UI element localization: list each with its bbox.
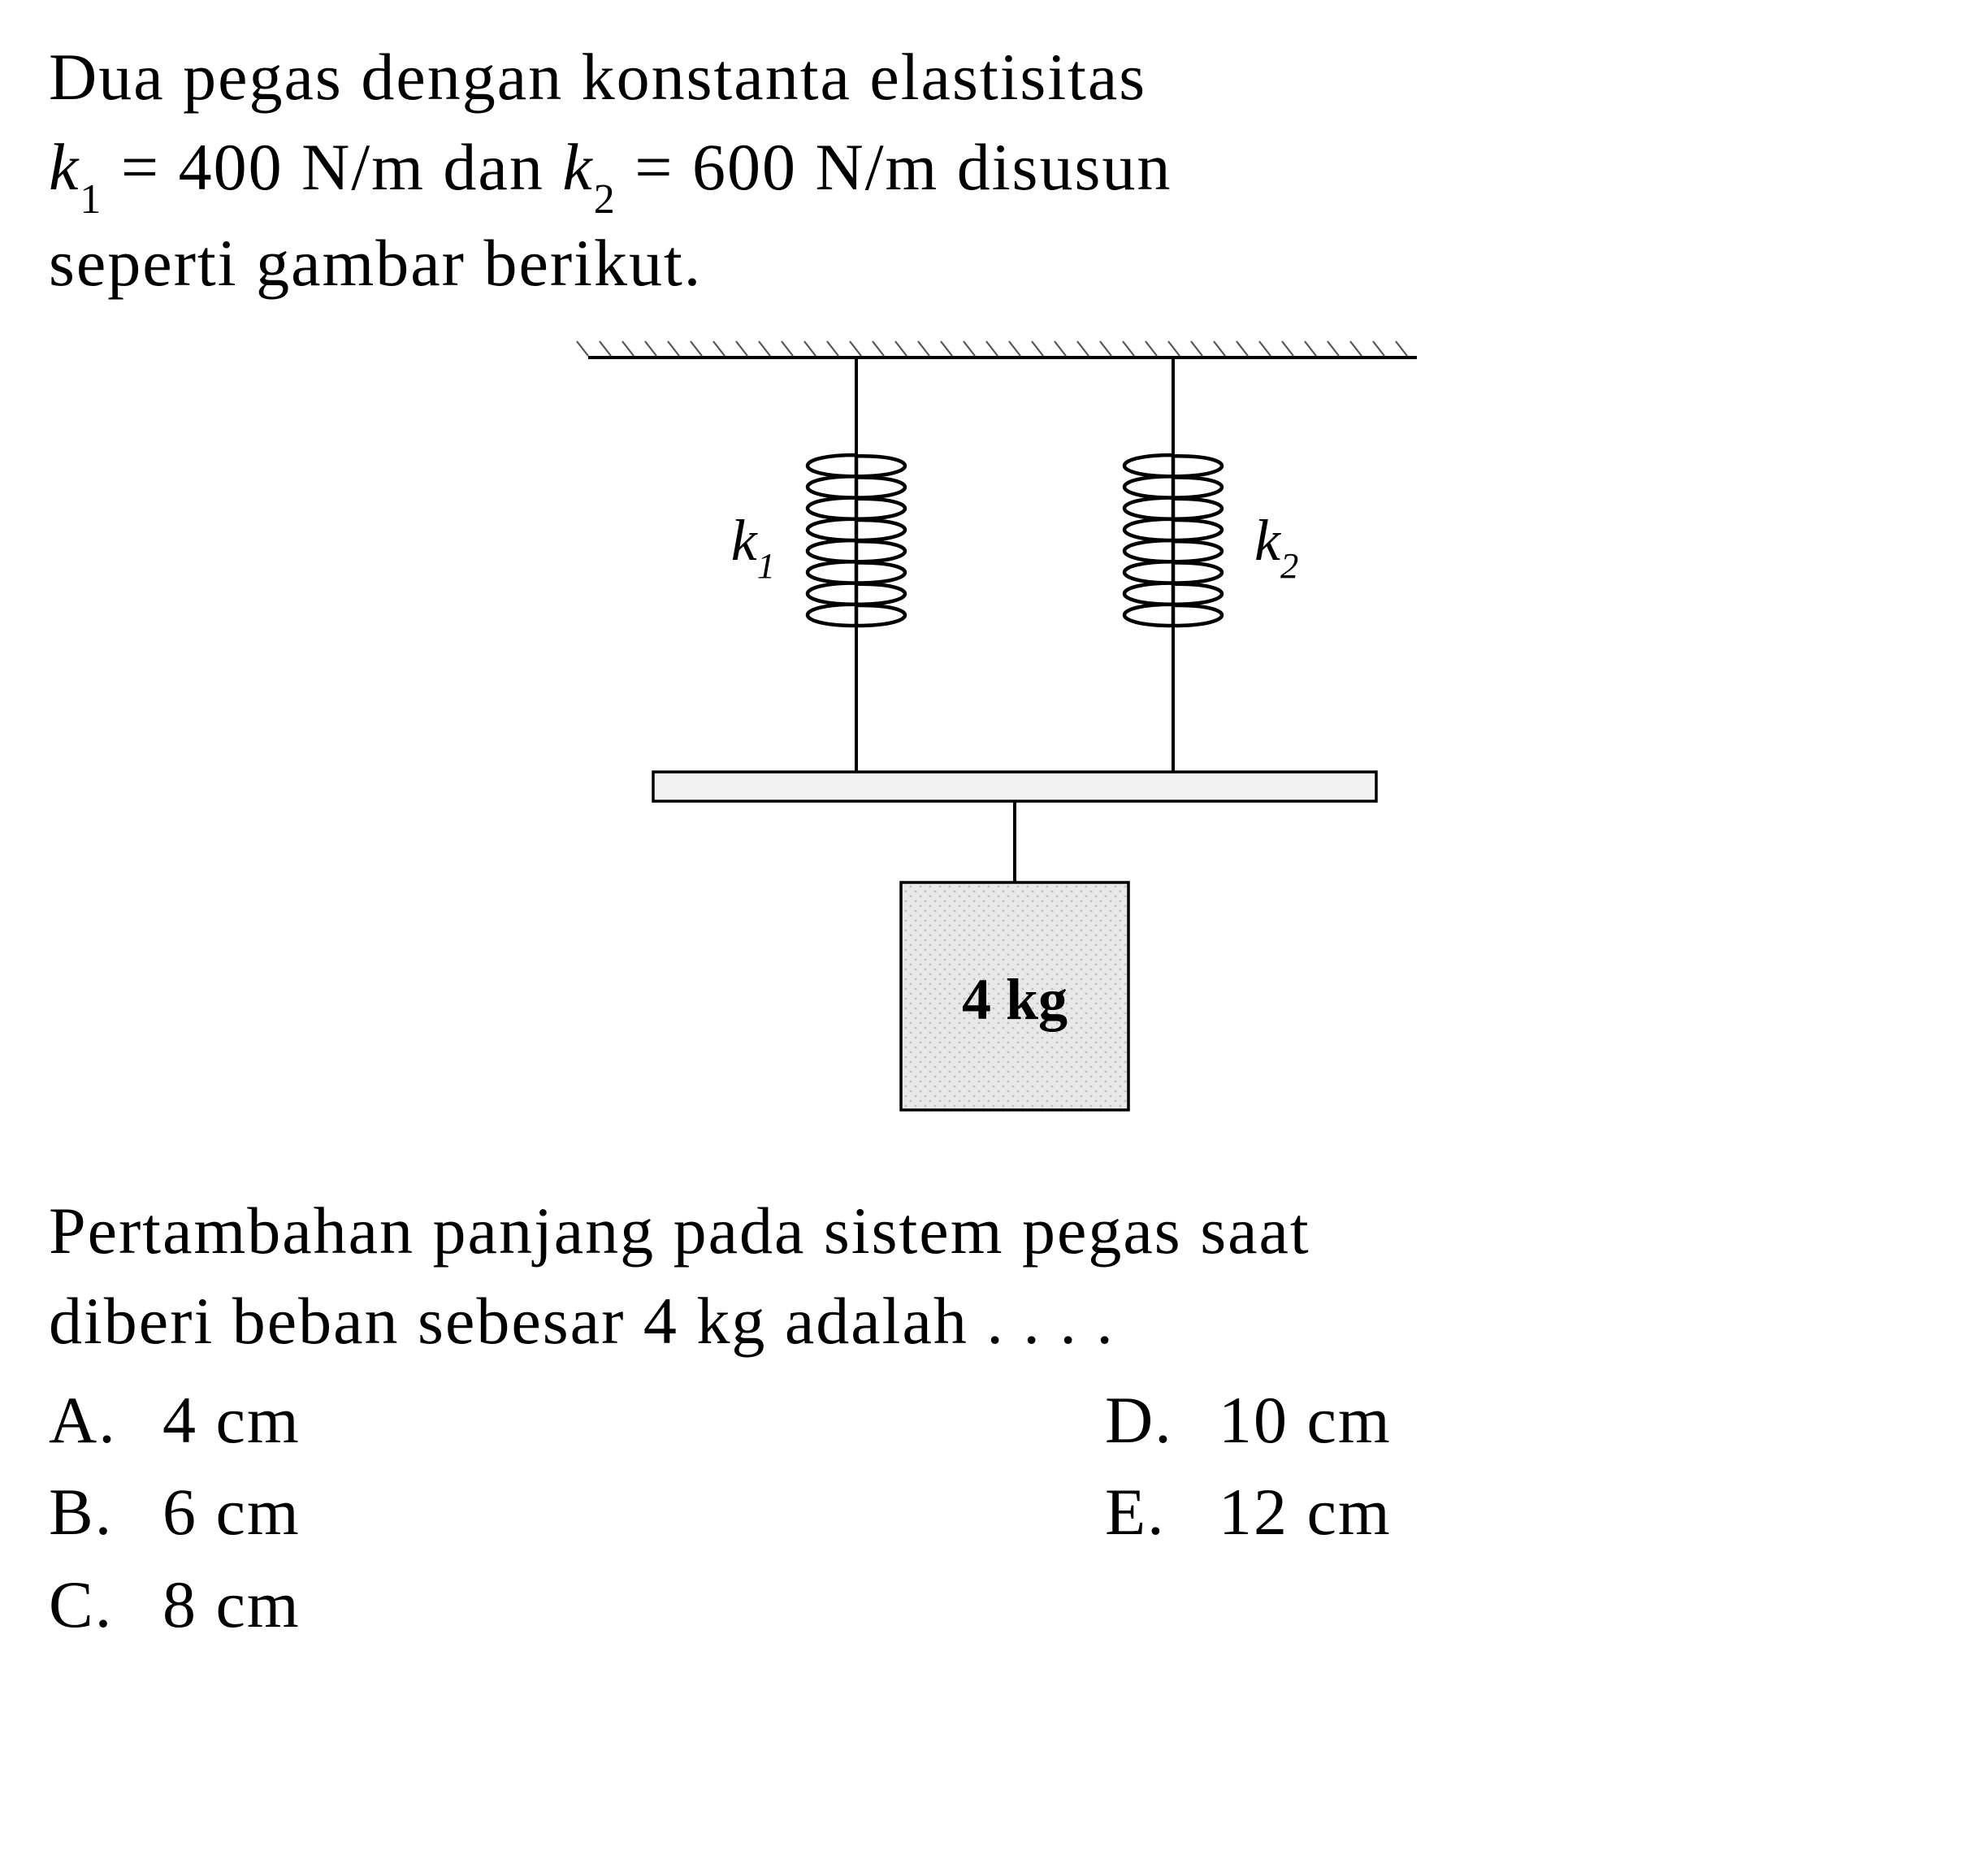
svg-text:4 kg: 4 kg: [961, 967, 1067, 1032]
option-e-letter: E.: [1105, 1466, 1219, 1558]
option-b: B. 6 cm: [49, 1466, 1105, 1558]
option-b-letter: B.: [49, 1466, 162, 1558]
svg-text:k2: k2: [1254, 508, 1298, 586]
k2-eq: = 600 N/m disusun: [617, 130, 1172, 204]
option-d: D. 10 cm: [1105, 1374, 1392, 1466]
k1-var: k: [49, 130, 80, 204]
answer-col-right: D. 10 cm E. 12 cm: [1105, 1374, 1392, 1649]
option-c: C. 8 cm: [49, 1558, 1105, 1650]
option-d-text: 10 cm: [1219, 1374, 1392, 1466]
spring-diagram-wrap: k1 k2 4 kg: [49, 333, 1939, 1162]
answer-options: A. 4 cm B. 6 cm C. 8 cm D. 10 cm E. 12 c…: [49, 1374, 1939, 1649]
k1-eq: = 400 N/m dan: [102, 130, 562, 204]
option-a: A. 4 cm: [49, 1374, 1105, 1466]
spring-diagram: k1 k2 4 kg: [426, 333, 1563, 1162]
prompt-line2: diberi beban sebesar 4 kg adalah . . . .: [49, 1284, 1115, 1358]
k1-sub: 1: [80, 176, 102, 223]
svg-text:k1: k1: [730, 508, 774, 586]
question-line3: seperti gambar berikut.: [49, 226, 702, 300]
option-b-text: 6 cm: [162, 1466, 301, 1558]
question-text: Dua pegas dengan konstanta elastisitas k…: [49, 33, 1939, 309]
option-d-letter: D.: [1105, 1374, 1219, 1466]
option-a-letter: A.: [49, 1374, 162, 1466]
answer-col-left: A. 4 cm B. 6 cm C. 8 cm: [49, 1374, 1105, 1649]
option-c-text: 8 cm: [162, 1558, 301, 1650]
option-e: E. 12 cm: [1105, 1466, 1392, 1558]
k2-var: k: [562, 130, 593, 204]
prompt-line1: Pertambahan panjang pada sistem pegas sa…: [49, 1194, 1310, 1268]
option-a-text: 4 cm: [162, 1374, 301, 1466]
question-line1: Dua pegas dengan konstanta elastisitas: [49, 40, 1146, 114]
option-e-text: 12 cm: [1219, 1466, 1392, 1558]
prompt-text: Pertambahan panjang pada sistem pegas sa…: [49, 1186, 1939, 1366]
option-c-letter: C.: [49, 1558, 162, 1650]
k2-sub: 2: [594, 176, 617, 223]
